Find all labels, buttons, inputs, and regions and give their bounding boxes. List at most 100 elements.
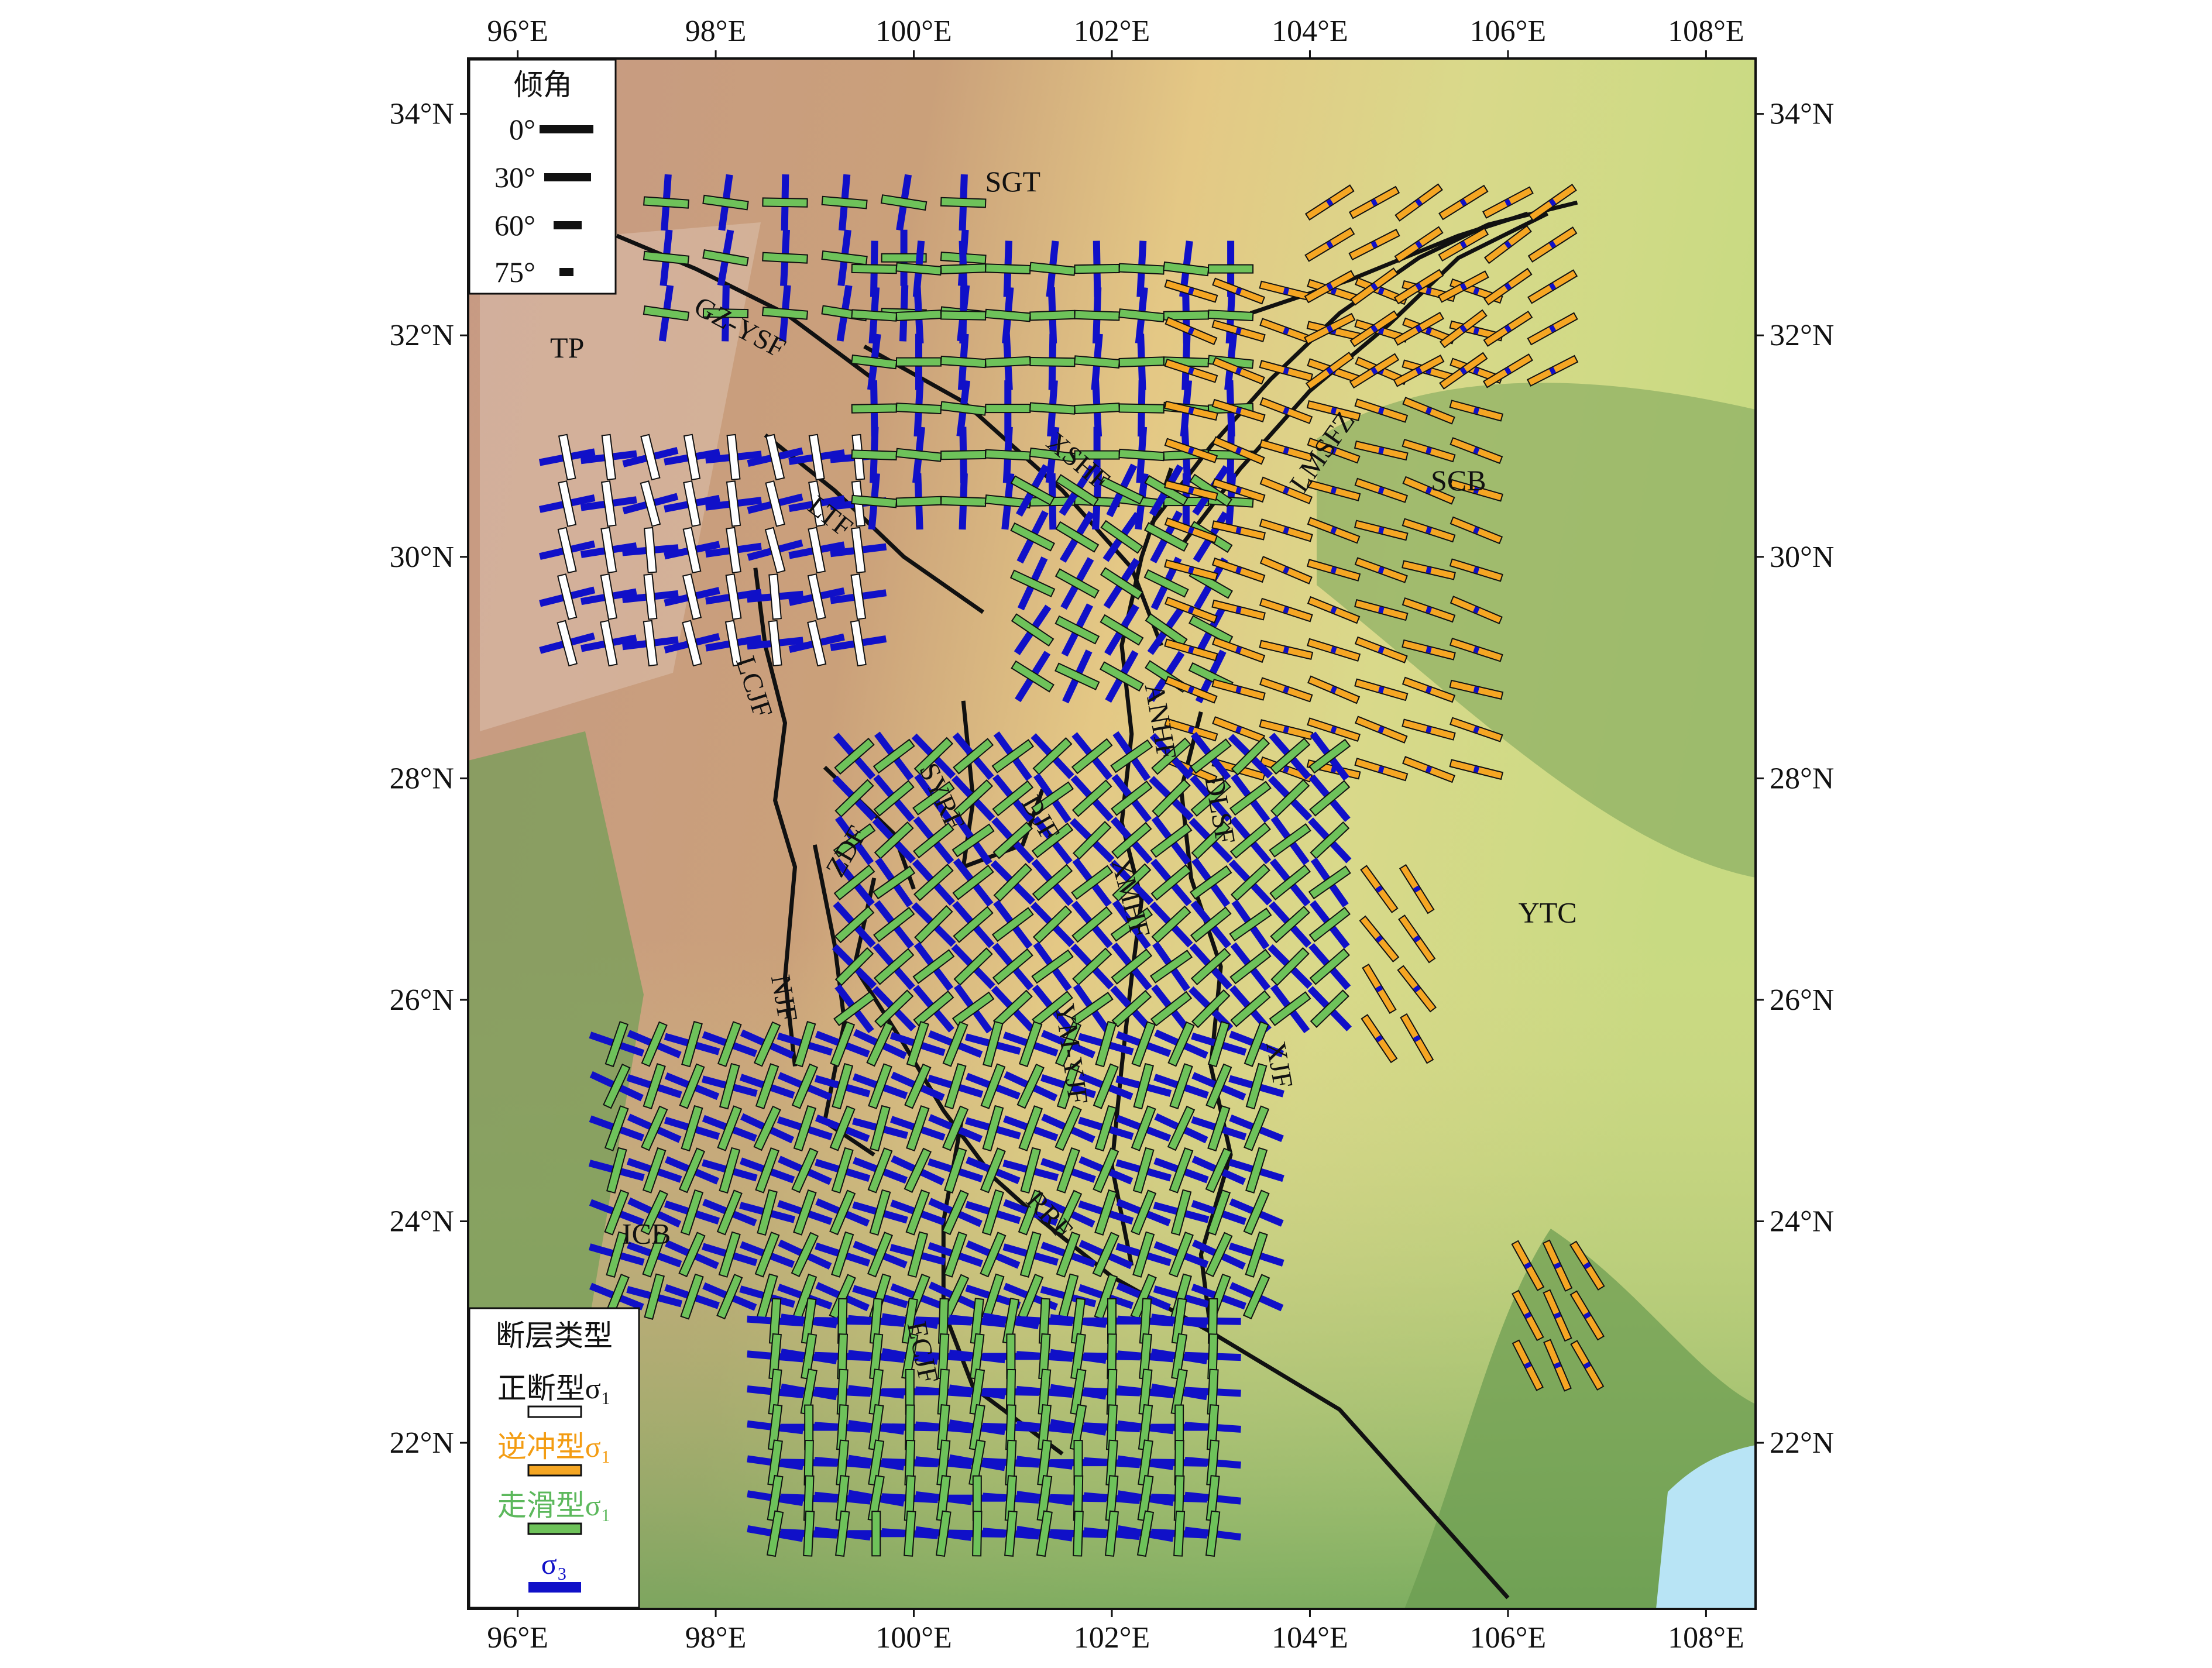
sigma1-bar [867, 1232, 894, 1278]
stress-symbol-thrust [1569, 1240, 1605, 1291]
stress-symbol-strike_slip [740, 1232, 795, 1278]
sigma1-bar [1055, 1105, 1082, 1151]
sigma1-bar [1099, 661, 1144, 692]
y-tick-label-left: 28°N [390, 762, 454, 795]
stress-symbol-strike_slip [983, 1510, 1039, 1557]
sigma1-bar [1190, 779, 1231, 817]
stress-symbol-normal [580, 527, 637, 574]
stress-symbol-strike_slip [702, 1147, 758, 1194]
sigma1-bar [834, 906, 875, 944]
sigma1-bar [702, 249, 749, 267]
sigma1-bar [1056, 1147, 1080, 1194]
sigma3-bar [1326, 198, 1334, 207]
sigma1-bar [953, 906, 994, 943]
region-label: ICB [622, 1217, 671, 1250]
sigma3-bar [1330, 606, 1337, 614]
y-tick-label-right: 34°N [1770, 98, 1834, 131]
sigma1-bar [953, 738, 994, 775]
stress-symbol-thrust [1211, 679, 1266, 701]
stress-symbol-thrust [1354, 599, 1409, 621]
sigma1-bar [1031, 823, 1074, 858]
stress-symbol-thrust [1393, 355, 1445, 387]
stress-symbol-strike_slip [1143, 556, 1189, 610]
sigma1-bar [681, 1020, 703, 1068]
stress-symbol-normal [581, 620, 637, 667]
stress-symbol-strike_slip [896, 333, 942, 390]
sigma1-bar [1245, 1231, 1268, 1278]
sigma1-bar [1072, 821, 1112, 860]
sigma1-bar [913, 990, 954, 1027]
sigma1-bar [969, 1368, 985, 1415]
stress-symbol-strike_slip [1078, 1189, 1134, 1236]
stress-symbol-thrust [1402, 397, 1455, 425]
sigma3-bar [1375, 985, 1383, 993]
dip-legend: 倾角 0° 30° 60° 75° [468, 59, 617, 295]
sigma1-bar [755, 1147, 779, 1194]
stress-symbol-normal [788, 573, 845, 620]
stress-symbol-normal [747, 480, 803, 527]
sigma3-bar [1378, 646, 1385, 654]
stress-symbol-strike_slip [911, 733, 956, 779]
stress-symbol-strike_slip [627, 1105, 682, 1151]
stress-symbol-strike_slip [778, 1147, 832, 1194]
stress-symbol-strike_slip [912, 773, 955, 823]
stress-symbol-strike_slip [1110, 731, 1153, 782]
sigma1-bar [1137, 1474, 1154, 1522]
sigma1-bar [895, 403, 942, 415]
stress-symbol-strike_slip [1115, 1062, 1172, 1110]
stress-symbol-strike_slip [853, 1232, 908, 1278]
sigma1-bar [808, 480, 826, 527]
sigma1-bar [1242, 1274, 1270, 1320]
stress-symbol-thrust [1528, 183, 1577, 222]
stress-symbol-thrust [1348, 185, 1400, 219]
stress-symbol-thrust [1402, 476, 1455, 505]
stress-symbol-strike_slip [778, 1232, 832, 1278]
stress-symbol-normal [664, 434, 720, 481]
sigma3-bar [1187, 327, 1195, 335]
sigma1-bar [1092, 1232, 1119, 1278]
stress-symbol-thrust [1402, 676, 1456, 703]
stress-symbol-strike_slip [1071, 858, 1114, 907]
stress-symbol-strike_slip [589, 1063, 644, 1109]
sigma1-bar [1032, 737, 1073, 775]
sigma3-bar [1459, 367, 1467, 375]
sigma1-bar [1309, 948, 1350, 985]
sigma1-bar [719, 1147, 741, 1194]
sigma1-bar [968, 1404, 985, 1451]
sigma3-bar [1473, 367, 1480, 374]
sigma3-bar [1473, 686, 1479, 693]
stress-symbol-strike_slip [1191, 1105, 1247, 1152]
stress-symbol-thrust [1482, 353, 1533, 388]
stress-symbol-thrust [1305, 352, 1354, 390]
sigma1-bar [807, 620, 827, 667]
sigma1-bar [1310, 821, 1350, 859]
stress-symbol-strike_slip [847, 1404, 905, 1451]
sigma1-bar [912, 949, 955, 984]
stress-symbol-strike_slip [1055, 511, 1100, 563]
stress-symbol-strike_slip [991, 900, 1034, 950]
dip-legend-bar-75 [559, 268, 573, 276]
stress-symbol-strike_slip [747, 1333, 803, 1380]
stress-symbol-thrust [1355, 716, 1408, 744]
sigma1-bar [881, 253, 927, 263]
stress-symbol-strike_slip [853, 1021, 908, 1067]
stress-symbol-strike_slip [873, 731, 915, 781]
sigma1-bar [874, 821, 914, 859]
sigma1-bar [1205, 1147, 1232, 1194]
stress-symbol-thrust [1304, 184, 1355, 221]
stress-symbol-strike_slip [880, 174, 928, 231]
stress-symbol-thrust [1394, 183, 1443, 222]
stress-symbol-strike_slip [1078, 1147, 1134, 1194]
sigma1-bar [643, 305, 690, 321]
stress-symbol-thrust [1393, 269, 1444, 305]
sigma3-bar [1378, 766, 1385, 773]
stress-symbol-strike_slip [853, 1147, 908, 1194]
sigma1-bar [1136, 1510, 1155, 1557]
stress-symbol-strike_slip [1269, 901, 1312, 948]
sigma1-bar [992, 821, 1033, 859]
stress-symbol-strike_slip [1191, 1020, 1247, 1068]
stress-symbol-thrust [1164, 358, 1218, 383]
stress-symbol-normal [788, 620, 845, 667]
